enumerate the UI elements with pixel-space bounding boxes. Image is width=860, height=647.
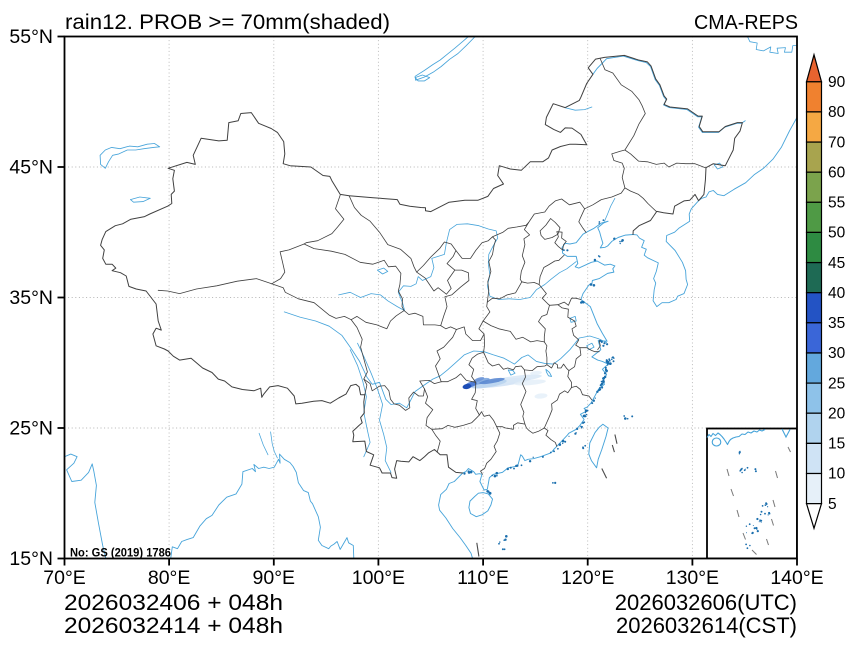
svg-text:2026032606(UTC): 2026032606(UTC): [615, 590, 797, 615]
svg-text:2026032614(CST): 2026032614(CST): [616, 613, 797, 638]
svg-text:45°N: 45°N: [9, 157, 53, 179]
svg-text:CMA-REPS: CMA-REPS: [694, 11, 798, 34]
svg-text:15: 15: [828, 436, 845, 453]
svg-text:130°E: 130°E: [666, 567, 719, 589]
svg-text:80: 80: [828, 104, 846, 121]
svg-text:70°E: 70°E: [43, 567, 86, 589]
svg-text:35: 35: [828, 315, 845, 332]
svg-text:40: 40: [828, 285, 846, 302]
svg-text:35°N: 35°N: [9, 287, 53, 309]
svg-text:80°E: 80°E: [148, 567, 191, 589]
svg-text:110°E: 110°E: [457, 567, 509, 589]
svg-text:120°E: 120°E: [561, 567, 614, 589]
svg-text:No: GS (2019) 1786: No: GS (2019) 1786: [70, 548, 171, 560]
svg-text:45: 45: [828, 255, 845, 272]
svg-text:90°E: 90°E: [253, 567, 296, 589]
svg-text:2026032414 + 048h: 2026032414 + 048h: [64, 613, 283, 638]
svg-text:55°N: 55°N: [9, 26, 53, 48]
svg-text:25: 25: [828, 375, 845, 392]
svg-text:30: 30: [828, 345, 846, 362]
svg-text:20: 20: [828, 405, 846, 422]
svg-text:55: 55: [828, 195, 845, 212]
svg-text:10: 10: [828, 466, 846, 483]
svg-text:140°E: 140°E: [770, 567, 823, 589]
svg-text:90: 90: [828, 74, 846, 91]
svg-text:15°N: 15°N: [9, 548, 53, 570]
svg-text:rain12. PROB >= 70mm(shaded): rain12. PROB >= 70mm(shaded): [65, 10, 390, 34]
svg-text:100°E: 100°E: [352, 567, 405, 589]
svg-text:60: 60: [828, 164, 846, 181]
svg-text:70: 70: [828, 134, 846, 151]
svg-text:5: 5: [828, 496, 837, 513]
svg-text:50: 50: [828, 225, 846, 242]
svg-text:25°N: 25°N: [9, 418, 53, 440]
svg-text:2026032406 + 048h: 2026032406 + 048h: [64, 590, 283, 615]
